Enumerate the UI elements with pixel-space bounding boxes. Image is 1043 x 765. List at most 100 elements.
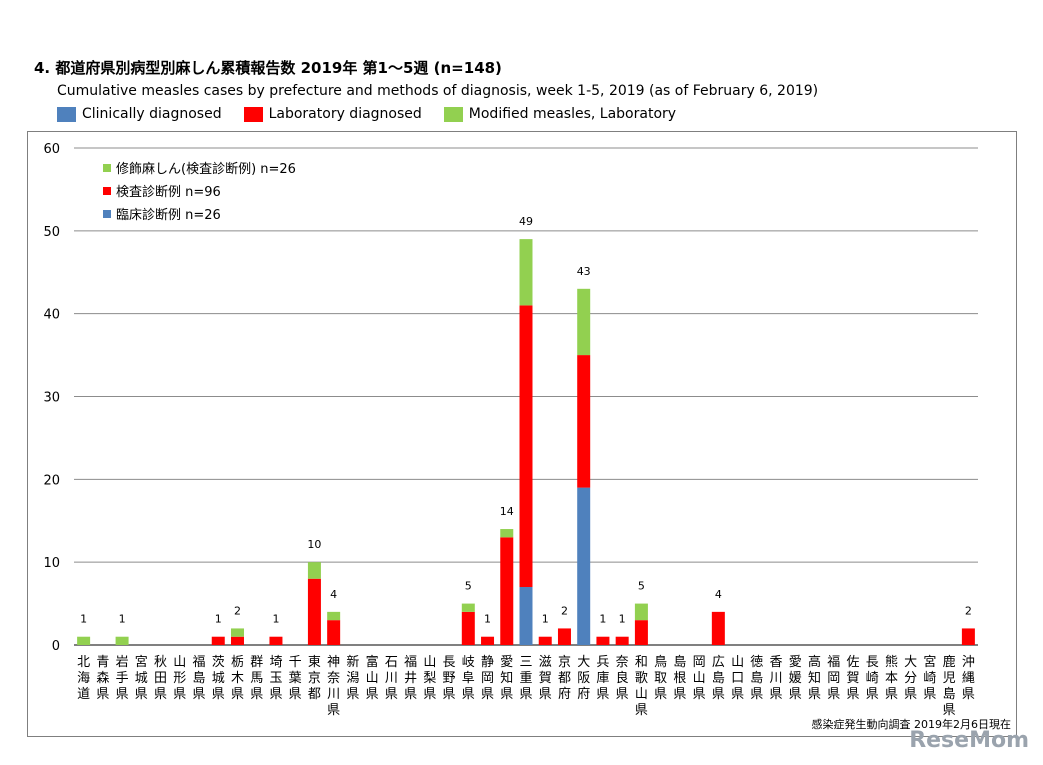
x-tick-label: 県 xyxy=(770,687,783,702)
x-tick-label: 県 xyxy=(116,687,129,702)
x-tick-label: 阪 xyxy=(577,671,590,686)
x-tick-label: 県 xyxy=(462,687,475,702)
x-tick-label: 北 xyxy=(77,655,90,670)
bar-segment xyxy=(577,487,591,645)
x-tick-label: 茨 xyxy=(212,655,225,670)
x-tick-label: 潟 xyxy=(346,671,359,686)
x-tick-label: 三 xyxy=(519,655,532,670)
x-tick-label: 都 xyxy=(308,687,321,702)
x-tick-label: 京 xyxy=(558,655,571,670)
data-label: 1 xyxy=(80,613,87,626)
bar-segment xyxy=(557,628,571,645)
x-tick-label: 府 xyxy=(577,687,590,702)
legend-item-clinical: Clinically diagnosed xyxy=(57,106,222,122)
x-tick-label: 高 xyxy=(808,654,821,670)
x-tick-label: 県 xyxy=(673,687,686,702)
x-tick-label: 川 xyxy=(327,687,340,702)
x-tick-label: 県 xyxy=(616,687,629,702)
x-tick-label: 森 xyxy=(96,671,109,686)
x-tick-label: 本 xyxy=(885,671,898,686)
x-tick-label: 富 xyxy=(366,654,379,670)
x-tick-label: 鳥 xyxy=(654,655,667,670)
y-tick-label: 50 xyxy=(43,225,60,240)
x-tick-label: 木 xyxy=(231,671,244,686)
bar-segment xyxy=(481,636,495,645)
x-tick-label: 埼 xyxy=(269,655,282,670)
x-tick-label: 県 xyxy=(866,687,879,702)
legend-item-modified: Modified measles, Laboratory xyxy=(443,106,676,122)
x-tick-label: 県 xyxy=(808,687,821,702)
bar-segment xyxy=(596,636,610,645)
bar-segment xyxy=(615,636,629,645)
x-tick-label: 岡 xyxy=(481,671,494,686)
chart-title: 4. 都道府県別病型別麻しん累積報告数 2019年 第1～5週 (n=148) xyxy=(34,59,502,77)
x-tick-label: 野 xyxy=(443,671,456,686)
x-tick-label: 県 xyxy=(423,687,436,702)
data-label: 2 xyxy=(561,604,568,617)
x-tick-label: 県 xyxy=(193,687,206,702)
chart-frame xyxy=(27,131,1017,737)
x-tick-label: 形 xyxy=(173,671,186,686)
bar-segment xyxy=(538,636,552,645)
x-tick-label: 県 xyxy=(943,703,956,718)
x-tick-label: 道 xyxy=(77,687,90,702)
bar-segment xyxy=(269,636,283,645)
x-tick-label: 県 xyxy=(923,687,936,702)
x-tick-label: 兵 xyxy=(596,655,609,670)
bar-segment xyxy=(230,628,244,637)
x-tick-label: 岐 xyxy=(462,655,475,670)
data-label: 1 xyxy=(119,613,126,626)
x-tick-label: 阜 xyxy=(462,670,475,686)
bar-segment xyxy=(327,611,341,621)
bar-segment xyxy=(500,537,514,645)
x-tick-label: 媛 xyxy=(789,671,802,686)
bar-segment xyxy=(519,305,533,588)
x-tick-label: 田 xyxy=(154,671,167,686)
inner-legend-swatch xyxy=(103,187,111,195)
x-tick-label: 宮 xyxy=(923,654,936,670)
x-tick-label: 井 xyxy=(404,671,417,686)
x-tick-label: 徳 xyxy=(750,655,763,670)
x-tick-label: 都 xyxy=(558,671,571,686)
data-label: 2 xyxy=(234,604,241,617)
x-tick-label: 滋 xyxy=(539,655,552,670)
x-tick-label: 県 xyxy=(154,687,167,702)
x-tick-label: 崎 xyxy=(923,671,936,686)
x-tick-label: 東 xyxy=(308,654,321,670)
x-tick-label: 県 xyxy=(539,687,552,702)
legend-swatch-clinical xyxy=(57,106,76,122)
x-tick-label: 取 xyxy=(654,671,667,686)
data-label: 1 xyxy=(619,613,626,626)
x-tick-label: 県 xyxy=(481,687,494,702)
x-tick-label: 長 xyxy=(866,655,879,670)
chart-subtitle: Cumulative measles cases by prefecture a… xyxy=(57,83,819,99)
x-tick-label: 県 xyxy=(500,687,513,702)
data-label: 1 xyxy=(272,613,279,626)
x-tick-label: 庫 xyxy=(596,671,609,686)
x-tick-label: 大 xyxy=(904,655,917,670)
x-tick-label: 群 xyxy=(250,655,263,670)
x-tick-label: 島 xyxy=(673,655,686,670)
x-tick-label: 県 xyxy=(404,687,417,702)
x-tick-label: 福 xyxy=(404,655,417,670)
x-tick-label: 児 xyxy=(943,671,956,686)
x-tick-label: 県 xyxy=(827,687,840,702)
x-tick-label: 良 xyxy=(616,670,629,686)
legend-label-laboratory: Laboratory diagnosed xyxy=(268,106,422,122)
x-tick-label: 県 xyxy=(846,687,859,702)
x-tick-label: 賀 xyxy=(539,671,552,686)
bar-segment xyxy=(461,611,475,645)
bar-segment xyxy=(461,603,475,612)
x-tick-label: 海 xyxy=(77,671,90,686)
x-tick-label: 歌 xyxy=(635,671,648,686)
x-tick-label: 沖 xyxy=(962,655,975,670)
y-tick-label: 0 xyxy=(52,639,60,654)
x-tick-label: 馬 xyxy=(250,671,263,686)
y-tick-label: 20 xyxy=(43,473,60,488)
x-tick-label: 山 xyxy=(173,655,186,670)
x-tick-label: 福 xyxy=(193,655,206,670)
inner-legend-label: 検査診断例 n=96 xyxy=(116,184,221,200)
x-tick-label: 手 xyxy=(116,671,129,686)
bar-segment xyxy=(307,578,321,645)
x-tick-label: 福 xyxy=(827,655,840,670)
